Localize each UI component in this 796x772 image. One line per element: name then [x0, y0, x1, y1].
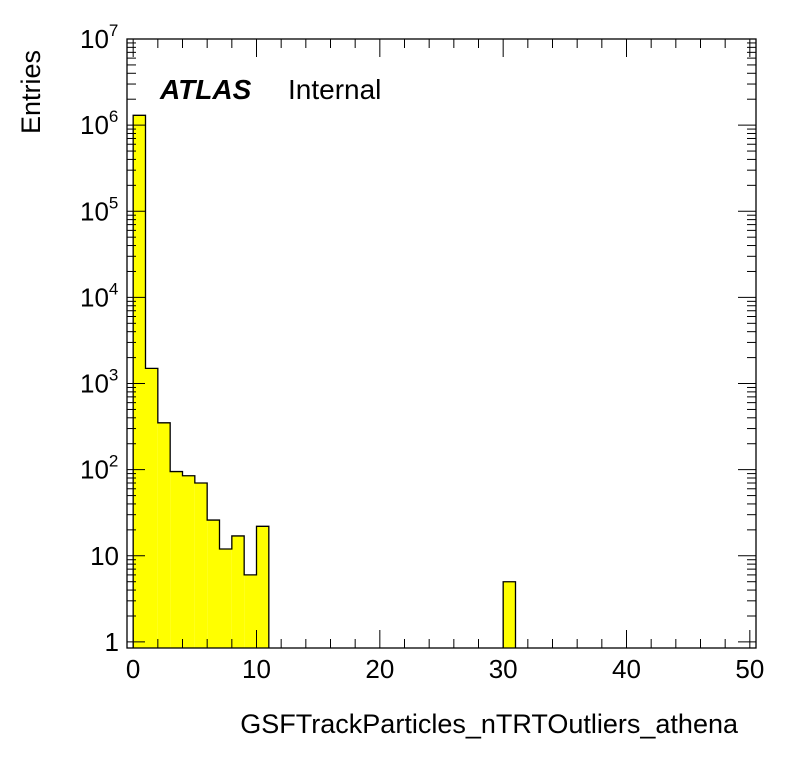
axis-ticks — [127, 38, 756, 648]
y-tick-label: 102 — [80, 452, 118, 485]
histogram-bar — [194, 482, 208, 648]
y-tick-label: 105 — [80, 193, 118, 226]
histogram-bar — [133, 115, 146, 648]
histogram-bar — [231, 535, 245, 648]
histogram-bar — [219, 548, 232, 648]
histogram-bar — [157, 422, 171, 648]
x-tick-label: 40 — [612, 654, 641, 684]
x-axis-title: GSFTrackParticles_nTRTOutliers_athena — [240, 709, 739, 739]
x-tick-label: 50 — [735, 654, 764, 684]
x-tick-labels: 0 10 20 30 40 50 — [126, 654, 764, 684]
y-tick-label: 107 — [80, 21, 118, 54]
x-tick-label: 0 — [126, 654, 140, 684]
atlas-label: ATLAS — [159, 74, 252, 105]
plot-frame — [126, 38, 757, 649]
histogram-bar — [503, 581, 516, 648]
x-tick-label: 10 — [242, 654, 271, 684]
x-tick-label: 20 — [365, 654, 394, 684]
histogram-bar — [244, 574, 257, 648]
histogram-bar — [170, 471, 183, 648]
histogram-bar — [256, 526, 269, 648]
y-tick-label: 1 — [105, 627, 119, 657]
y-axis-title: Entries — [16, 50, 46, 134]
y-tick-label: 106 — [80, 107, 118, 140]
histogram-bars — [132, 114, 517, 648]
y-tick-label: 104 — [80, 279, 118, 312]
y-tick-label: 10 — [90, 541, 119, 571]
y-tick-label: 103 — [80, 366, 118, 399]
histogram-bar — [207, 520, 220, 648]
histogram-bar — [145, 368, 158, 648]
x-tick-label: 30 — [489, 654, 518, 684]
plot-border — [126, 38, 757, 649]
histogram-outline — [502, 581, 517, 648]
histogram-outline — [132, 114, 270, 648]
internal-label: Internal — [288, 74, 381, 105]
histogram-bar — [182, 475, 195, 648]
y-tick-labels: 1 10 102 103 104 105 106 107 — [80, 21, 119, 657]
